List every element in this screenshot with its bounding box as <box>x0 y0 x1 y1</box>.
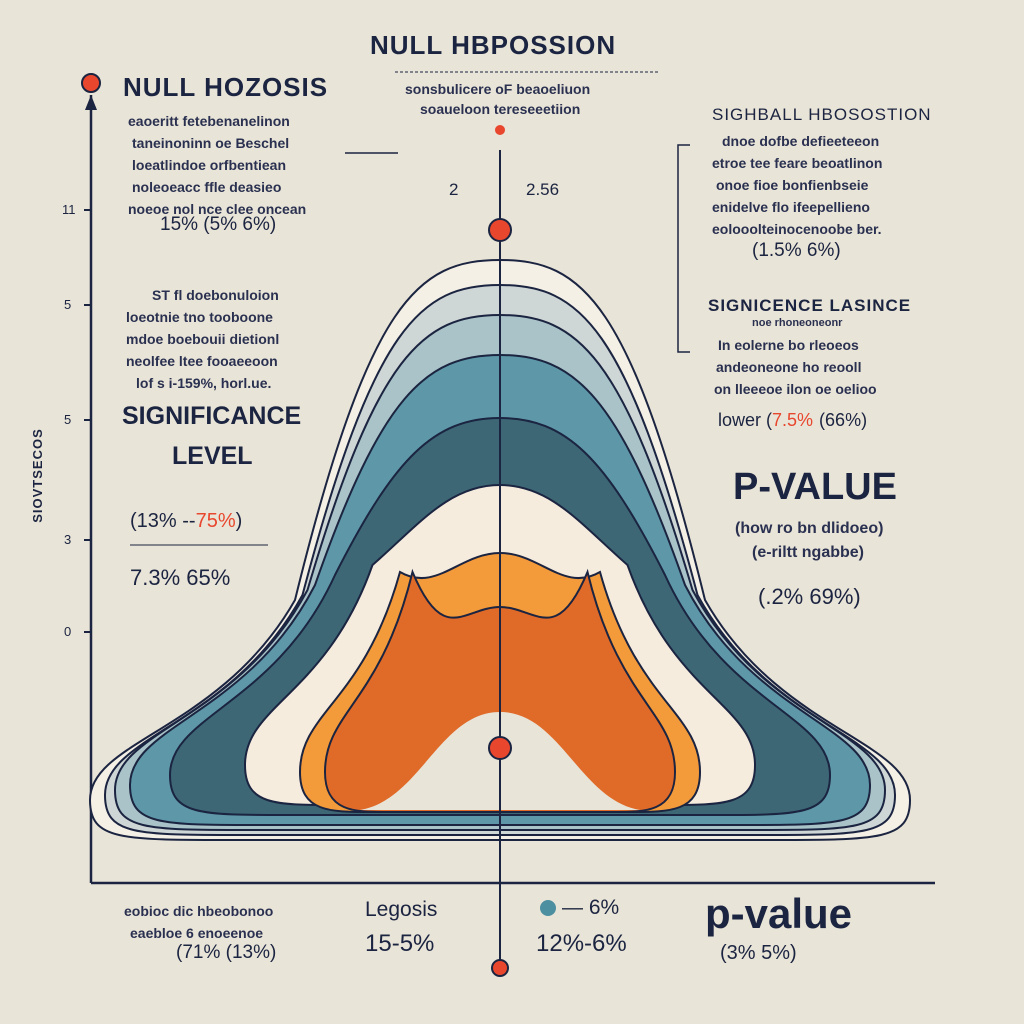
bottom-pvalue-range: (3% 5%) <box>720 942 797 964</box>
red-dot-marker-icon <box>488 218 512 242</box>
left-desc2-line-1: ST fl doebonuloion <box>152 287 279 303</box>
left-desc-line-1: eaoeritt fetebenanelinon <box>128 113 290 129</box>
right-sig-line-2: andeoneone ho reooll <box>716 359 862 375</box>
y-tick-label: 5 <box>64 297 72 312</box>
left-desc2-line-4: neolfee ltee fooaeeoon <box>126 353 278 369</box>
y-tick-label: 0 <box>64 624 72 639</box>
bottom-mid-legend: — 6% <box>562 896 620 919</box>
bottom-center-label: Legosis <box>365 898 438 921</box>
significance-title-line-1: SIGNIFICANCE <box>122 402 302 430</box>
left-panel-title: NULL HOZOSIS <box>123 72 329 102</box>
left-desc-line-5: noeoe nol nce clee oncean <box>128 201 307 217</box>
header-title: NULL HBPOSSION <box>370 30 617 60</box>
lower-label: lower (7.5% (66%) <box>718 410 867 431</box>
y-tick-label: 11 <box>62 202 76 217</box>
right-desc-line-4: enidelve flo ifeepellieno <box>712 199 870 215</box>
left-desc-line-4: noleoeacc ffle deasieo <box>132 179 282 195</box>
y-ticks <box>84 209 91 633</box>
left-desc2-line-5: lof s i-159%, horl.ue. <box>136 375 272 391</box>
significance-range-open: (13% -- <box>130 510 196 532</box>
left-desc2-line-3: mdoe boebouii dietionl <box>126 331 280 347</box>
red-dot-marker-icon <box>495 125 505 135</box>
right-desc-line-5: eolooolteinocenoobe ber. <box>712 221 882 237</box>
right-desc-line-3: onoe fioe bonfienbseie <box>716 177 869 193</box>
lower-label-red: 7.5% <box>772 410 814 430</box>
right-panel-title: SIGHBALL HBOSOSTION <box>712 105 932 124</box>
center-right-label: 2.56 <box>526 180 560 199</box>
header-subtitle-line-1: sonsbulicere oF beaoeliuon <box>405 81 591 97</box>
y-tick-label: 5 <box>64 412 72 427</box>
center-left-label: 2 <box>449 180 459 199</box>
right-desc-line-2: etroe tee feare beoatlinon <box>712 155 883 171</box>
significance-range: (13% --75%) <box>130 510 242 533</box>
right-pvalue-range: (.2% 69%) <box>758 584 861 609</box>
bottom-center-range: 15-5% <box>365 930 435 957</box>
bottom-left-range: (71% (13%) <box>176 942 277 963</box>
significance-range-close: ) <box>235 510 243 532</box>
left-panel-range: 15% (5% 6%) <box>160 214 277 235</box>
lower-label-rest: (66%) <box>819 410 868 430</box>
lower-label-text: lower ( <box>718 410 773 430</box>
right-pvalue-title: P-VALUE <box>733 466 897 508</box>
right-sig-line-3: on lleeeoe ilon oe oelioo <box>714 381 877 397</box>
significance-range-red: 75% <box>195 510 236 532</box>
right-panel-range: (1.5% 6%) <box>752 240 841 261</box>
left-desc2-line-2: loeotnie tno tooboone <box>126 309 273 325</box>
significance-value: 7.3% 65% <box>130 565 231 590</box>
left-desc-line-2: taneinoninn oe Beschel <box>132 135 290 151</box>
teal-dot-legend-icon <box>540 900 556 916</box>
right-desc-line-1: dnoe dofbe defieeteeon <box>722 133 880 149</box>
right-pvalue-line-2: (e-riltt ngabbe) <box>752 544 864 561</box>
bottom-mid-range: 12%-6% <box>536 930 627 957</box>
red-dot-marker-icon <box>81 73 101 93</box>
bottom-pvalue-title: p-value <box>705 890 853 937</box>
red-dot-marker-icon <box>491 959 509 977</box>
right-bracket <box>677 144 690 353</box>
right-sig-sub: noe rhoneoneonr <box>752 317 843 329</box>
significance-title-line-2: LEVEL <box>172 442 253 470</box>
bottom-left-line-1: eobioc dic hbeobonoo <box>124 903 274 919</box>
axis-arrow-icon <box>85 95 97 110</box>
y-axis-title: SIOVTSECOS <box>29 428 45 523</box>
red-dot-marker-icon <box>488 736 512 760</box>
bottom-left-line-2: eaebloe 6 enoeenoe <box>130 925 264 941</box>
y-tick-label: 3 <box>64 532 72 547</box>
right-sig-line-1: In eolerne bo rleoeos <box>718 337 859 353</box>
left-desc-line-3: loeatlindoe orfbentiean <box>132 157 287 173</box>
right-sig-title: SIGNICENCE LASINCE <box>708 296 912 315</box>
header-subtitle-line-2: soaueloon tereseeetiion <box>420 101 581 117</box>
right-pvalue-line-1: (how ro bn dlidoeo) <box>735 520 884 537</box>
